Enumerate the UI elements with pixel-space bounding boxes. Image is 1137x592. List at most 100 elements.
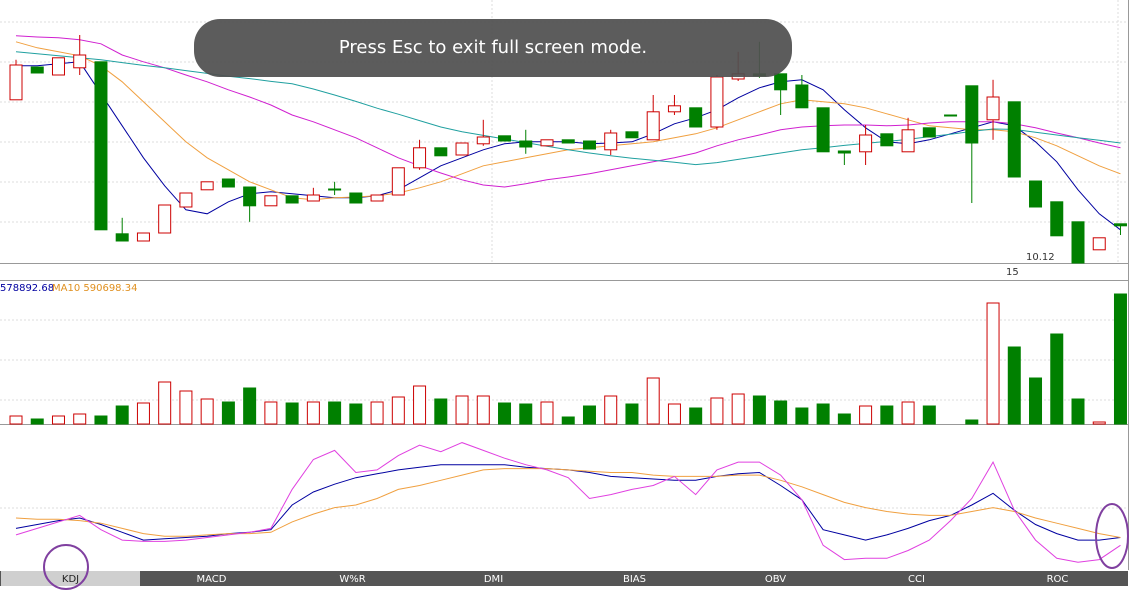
tab[interactable]: [283, 571, 422, 586]
volume-bar: [200, 398, 214, 425]
candle-body: [476, 136, 490, 145]
volume-bar: [243, 387, 257, 425]
volume-bar: [774, 400, 788, 425]
candle-body: [136, 232, 150, 242]
volume-bar: [1007, 346, 1021, 425]
volume-bar: [94, 415, 108, 425]
tab[interactable]: [142, 571, 281, 586]
volume-bar: [922, 405, 936, 425]
volume-bar: [795, 407, 809, 425]
volume-bar: [455, 395, 469, 425]
tab[interactable]: [1, 571, 140, 586]
candle-body: [73, 54, 87, 69]
date-label: 15: [1006, 267, 1019, 278]
candle-body: [646, 111, 660, 141]
volume-bar: [731, 393, 745, 425]
candle-body: [1007, 101, 1021, 178]
volume-bar: [859, 405, 873, 425]
volume-bar: [519, 403, 533, 425]
tab-bar: [0, 571, 1128, 586]
volume-bar: [880, 405, 894, 425]
candle-body: [689, 107, 703, 128]
candle-body: [965, 85, 979, 144]
candle-body: [455, 142, 469, 156]
vol-ma10-label: MA10 590698.34: [52, 283, 137, 294]
volume-bar: [816, 403, 830, 425]
tab-label[interactable]: OBV: [765, 574, 786, 585]
volume-bar: [837, 413, 851, 425]
volume-bar: [391, 396, 405, 425]
candle-body: [1029, 180, 1043, 208]
tab[interactable]: [988, 571, 1127, 586]
tab-label[interactable]: W%R: [339, 574, 365, 585]
candle-body: [582, 140, 596, 150]
tab-label[interactable]: BIAS: [623, 574, 646, 585]
candle-body: [200, 181, 214, 191]
volume-bar: [476, 395, 490, 425]
candle-body: [1050, 201, 1064, 237]
candle-body: [115, 233, 129, 242]
volume-bar: [752, 395, 766, 425]
volume-bar: [986, 302, 1000, 425]
candle-body: [540, 139, 554, 147]
volume-bar: [1050, 333, 1064, 425]
marks: [9, 35, 1127, 563]
candle-body: [837, 150, 851, 154]
candle-body: [391, 167, 405, 196]
tab[interactable]: [706, 571, 845, 586]
candle-body: [922, 127, 936, 138]
volume-bar: [710, 397, 724, 425]
candle-body: [795, 84, 809, 109]
volume-bar: [646, 377, 660, 425]
candle-body: [561, 139, 575, 144]
volume-bar: [115, 405, 129, 425]
vol-ma5-label: 578892.68: [0, 283, 54, 294]
candle-body: [604, 132, 618, 151]
volume-bar: [689, 407, 703, 425]
volume-bar: [221, 401, 235, 425]
tab-label[interactable]: KDJ: [62, 574, 79, 585]
moving-average-line: [15, 51, 1121, 166]
tab-label[interactable]: DMI: [484, 574, 503, 585]
volume-bar: [434, 398, 448, 425]
candle-body: [880, 133, 894, 147]
candle-body: [221, 178, 235, 188]
volume-bar: [73, 413, 87, 425]
volume-bar: [604, 395, 618, 425]
candle-body: [859, 134, 873, 153]
volume-bar: [625, 403, 639, 425]
tab[interactable]: [424, 571, 563, 586]
candle-body: [625, 131, 639, 139]
candle-body: [285, 195, 299, 204]
volume-bar: [413, 385, 427, 425]
candle-body: [774, 73, 788, 91]
volume-bar: [1092, 421, 1106, 425]
volume-bar: [179, 390, 193, 425]
candle-body: [370, 194, 384, 202]
candle-body: [667, 105, 681, 113]
volume-bar: [667, 403, 681, 425]
candle-body: [1092, 237, 1106, 251]
annotation-circle: [43, 544, 89, 590]
tab-label[interactable]: MACD: [197, 574, 227, 585]
tab-label[interactable]: CCI: [908, 574, 925, 585]
volume-bar: [285, 402, 299, 425]
volume-bar: [561, 416, 575, 425]
kdj-line: [15, 442, 1121, 563]
candle-body: [328, 188, 342, 191]
tab-label[interactable]: ROC: [1047, 574, 1069, 585]
volume-bar: [498, 402, 512, 425]
candle-body: [1071, 221, 1085, 264]
volume-bar: [1071, 398, 1085, 425]
volume-bar: [158, 381, 172, 425]
tab[interactable]: [847, 571, 986, 586]
candle-body: [816, 107, 830, 153]
candle-body: [986, 96, 1000, 121]
candle-body: [349, 192, 363, 204]
candle-body: [901, 129, 915, 153]
candle-body: [413, 147, 427, 169]
tab[interactable]: [565, 571, 704, 586]
